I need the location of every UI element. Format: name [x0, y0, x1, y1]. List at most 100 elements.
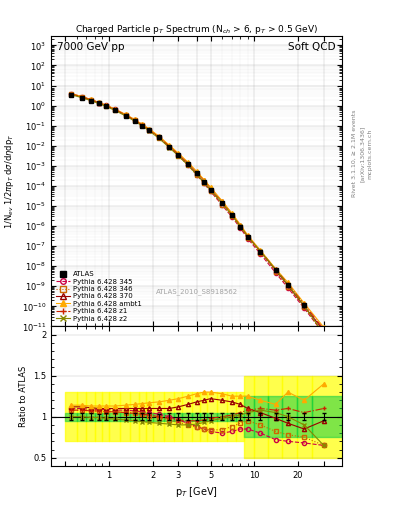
Pythia 6.428 370 — [321, 328, 326, 334]
Pythia 6.428 345 — [156, 134, 161, 140]
Pythia 6.428 z2 — [220, 200, 224, 206]
Pythia 6.428 ambt1 — [245, 232, 250, 238]
Line: Pythia 6.428 z2: Pythia 6.428 z2 — [69, 93, 326, 336]
Pythia 6.428 370 — [69, 91, 73, 97]
Pythia 6.428 z2 — [302, 303, 307, 309]
Pythia 6.428 z1 — [96, 100, 101, 106]
Pythia 6.428 ambt1 — [123, 111, 128, 117]
Pythia 6.428 346 — [123, 112, 128, 118]
Pythia 6.428 345 — [321, 331, 326, 337]
Pythia 6.428 346 — [167, 144, 172, 150]
Pythia 6.428 345 — [230, 214, 234, 220]
Pythia 6.428 346 — [208, 188, 213, 194]
Line: Pythia 6.428 z1: Pythia 6.428 z1 — [69, 92, 326, 331]
Pythia 6.428 z1 — [103, 102, 108, 109]
Pythia 6.428 370 — [79, 94, 84, 100]
Pythia 6.428 370 — [230, 210, 234, 217]
Pythia 6.428 345 — [273, 270, 278, 276]
Pythia 6.428 z2 — [238, 223, 242, 229]
Pythia 6.428 ambt1 — [113, 106, 118, 112]
Pythia 6.428 z1 — [176, 152, 181, 158]
Text: Soft QCD: Soft QCD — [288, 41, 336, 52]
Pythia 6.428 345 — [238, 225, 242, 231]
Pythia 6.428 345 — [208, 188, 213, 195]
Pythia 6.428 346 — [258, 250, 263, 256]
Pythia 6.428 345 — [132, 117, 137, 123]
Pythia 6.428 346 — [230, 213, 234, 219]
Pythia 6.428 370 — [103, 102, 108, 109]
Pythia 6.428 z2 — [113, 108, 118, 114]
Pythia 6.428 345 — [147, 127, 152, 133]
Pythia 6.428 346 — [238, 224, 242, 230]
Pythia 6.428 370 — [176, 151, 181, 157]
Pythia 6.428 370 — [96, 99, 101, 105]
Pythia 6.428 z2 — [156, 135, 161, 141]
Pythia 6.428 z2 — [194, 171, 199, 177]
Pythia 6.428 ambt1 — [167, 142, 172, 148]
Pythia 6.428 ambt1 — [194, 168, 199, 174]
Pythia 6.428 345 — [69, 91, 73, 97]
Pythia 6.428 ambt1 — [302, 300, 307, 306]
Line: Pythia 6.428 370: Pythia 6.428 370 — [69, 92, 326, 333]
Pythia 6.428 ambt1 — [273, 266, 278, 272]
Pythia 6.428 z1 — [113, 106, 118, 113]
Pythia 6.428 z1 — [321, 326, 326, 332]
Pythia 6.428 346 — [69, 91, 73, 97]
Pythia 6.428 ambt1 — [258, 247, 263, 253]
Pythia 6.428 z1 — [273, 266, 278, 272]
Pythia 6.428 370 — [88, 97, 93, 103]
Pythia 6.428 346 — [245, 234, 250, 241]
Pythia 6.428 z2 — [96, 100, 101, 106]
Pythia 6.428 345 — [123, 112, 128, 118]
Pythia 6.428 345 — [167, 144, 172, 150]
Pythia 6.428 z2 — [79, 95, 84, 101]
Pythia 6.428 z1 — [147, 127, 152, 133]
Pythia 6.428 ambt1 — [286, 280, 290, 286]
Pythia 6.428 346 — [273, 269, 278, 275]
Pythia 6.428 z2 — [167, 144, 172, 151]
Pythia 6.428 z1 — [88, 97, 93, 103]
Pythia 6.428 z1 — [167, 144, 172, 150]
Pythia 6.428 346 — [220, 202, 224, 208]
Pythia 6.428 345 — [96, 99, 101, 105]
Pythia 6.428 z1 — [69, 91, 73, 97]
Pythia 6.428 ambt1 — [220, 198, 224, 204]
Pythia 6.428 z1 — [186, 162, 191, 168]
Pythia 6.428 z2 — [186, 162, 191, 168]
Pythia 6.428 ambt1 — [202, 177, 206, 183]
Pythia 6.428 z1 — [238, 223, 242, 229]
Line: Pythia 6.428 ambt1: Pythia 6.428 ambt1 — [69, 92, 326, 329]
Pythia 6.428 z2 — [176, 153, 181, 159]
Pythia 6.428 z1 — [123, 112, 128, 118]
Pythia 6.428 370 — [273, 267, 278, 273]
Pythia 6.428 346 — [302, 304, 307, 310]
Pythia 6.428 370 — [132, 117, 137, 123]
Text: mcplots.cern.ch: mcplots.cern.ch — [367, 129, 373, 179]
Pythia 6.428 ambt1 — [238, 222, 242, 228]
Pythia 6.428 z1 — [194, 171, 199, 177]
Pythia 6.428 ambt1 — [156, 133, 161, 139]
Pythia 6.428 z1 — [230, 212, 234, 218]
Pythia 6.428 z2 — [230, 212, 234, 218]
Pythia 6.428 ambt1 — [208, 184, 213, 190]
Pythia 6.428 370 — [238, 222, 242, 228]
Pythia 6.428 z2 — [103, 103, 108, 110]
Pythia 6.428 370 — [245, 233, 250, 240]
Pythia 6.428 345 — [79, 94, 84, 100]
Pythia 6.428 370 — [167, 143, 172, 149]
Text: [arXiv:1306.3436]: [arXiv:1306.3436] — [360, 125, 365, 182]
Text: 7000 GeV pp: 7000 GeV pp — [57, 41, 125, 52]
Pythia 6.428 346 — [88, 97, 93, 103]
Pythia 6.428 345 — [258, 251, 263, 257]
Pythia 6.428 345 — [103, 102, 108, 109]
Pythia 6.428 z1 — [202, 179, 206, 185]
Pythia 6.428 346 — [140, 122, 145, 129]
Pythia 6.428 346 — [156, 135, 161, 141]
Pythia 6.428 z2 — [286, 282, 290, 288]
Pythia 6.428 346 — [147, 127, 152, 134]
Pythia 6.428 z2 — [245, 233, 250, 240]
Pythia 6.428 345 — [140, 122, 145, 129]
Pythia 6.428 370 — [186, 160, 191, 166]
Pythia 6.428 z1 — [220, 200, 224, 206]
Text: ATLAS_2010_S8918562: ATLAS_2010_S8918562 — [156, 288, 237, 295]
